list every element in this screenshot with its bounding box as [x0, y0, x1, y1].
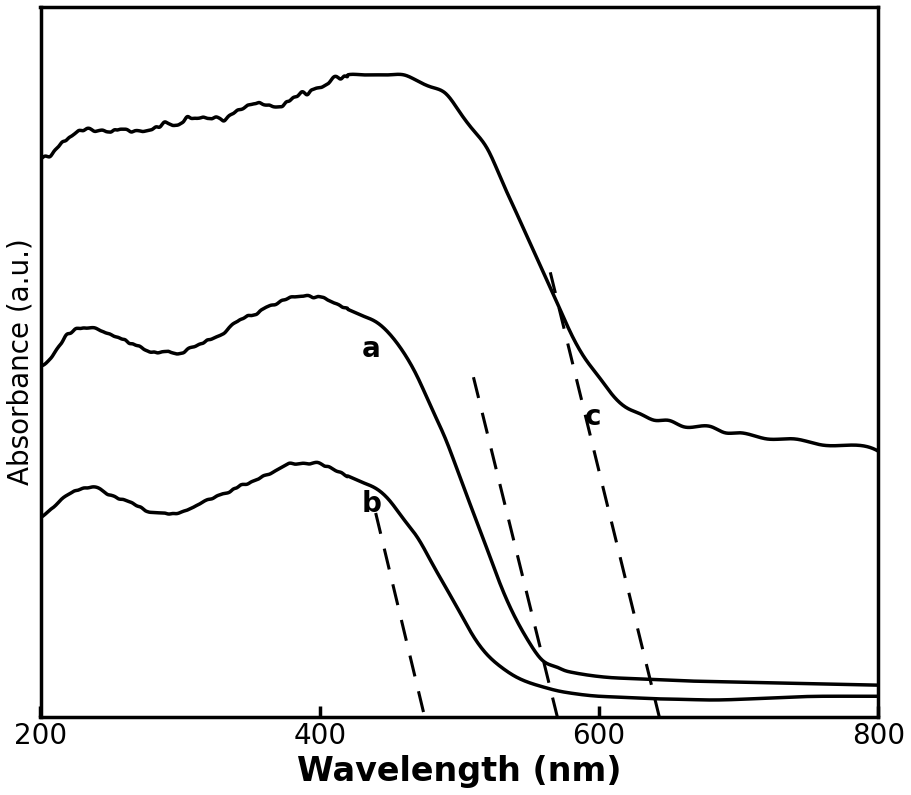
Text: c: c: [585, 403, 601, 432]
Text: a: a: [362, 335, 380, 363]
Y-axis label: Absorbance (a.u.): Absorbance (a.u.): [7, 238, 35, 485]
X-axis label: Wavelength (nm): Wavelength (nm): [297, 755, 621, 788]
Text: b: b: [362, 490, 381, 518]
